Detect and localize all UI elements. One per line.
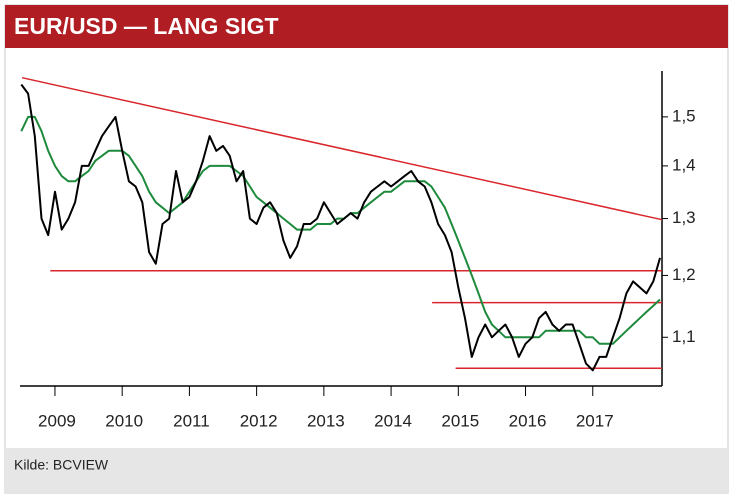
series-line [20, 83, 661, 372]
y-tick-label: 1,3 [672, 208, 696, 227]
series-line [20, 115, 661, 345]
frame [4, 4, 729, 494]
y-tick-label: 1,5 [672, 106, 696, 125]
x-tick-label: 2017 [576, 411, 614, 430]
x-tick-label: 2012 [240, 411, 278, 430]
source: Kilde: BCVIEW [14, 457, 109, 473]
chart-title: EUR/USD — LANG SIGT [14, 13, 279, 39]
y-tick-label: 1,2 [672, 265, 696, 284]
x-tick-label: 2013 [307, 411, 345, 430]
trend-line [21, 76, 663, 221]
x-tick-label: 2016 [509, 411, 547, 430]
x-tick-label: 2009 [38, 411, 76, 430]
x-tick-label: 2015 [441, 411, 479, 430]
x-tick-label: 2011 [173, 411, 210, 430]
x-tick-label: 2014 [374, 411, 412, 430]
x-tick-label: 2010 [105, 411, 143, 430]
header [5, 5, 728, 48]
footer [5, 448, 728, 493]
y-tick-label: 1,4 [672, 155, 696, 174]
y-tick-label: 1,1 [672, 327, 696, 346]
plot: 1,1 1,2 1,3 1,4 1,5 2009 2010 2011 2012 2013 2014 2… [20, 71, 696, 430]
